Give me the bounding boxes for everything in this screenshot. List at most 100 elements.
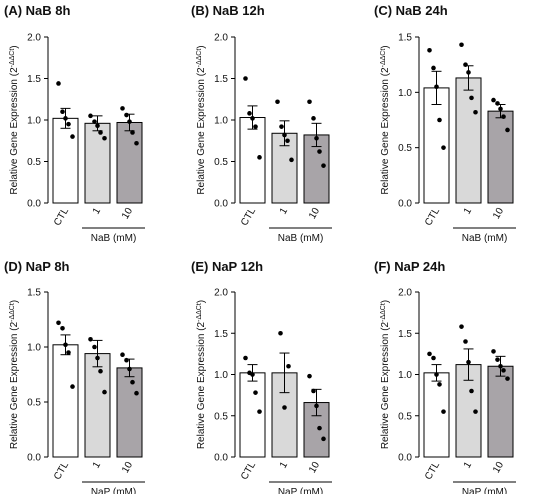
error-bar	[279, 352, 290, 394]
data-point	[92, 344, 97, 350]
y-axis-label: Relative Gene Expression (2-ΔΔCt)	[196, 45, 208, 194]
x-tick-label: 1	[462, 460, 475, 471]
x-tick-label: 10	[491, 460, 506, 476]
y-tick-label: 1.5	[27, 74, 41, 85]
bar-CTL	[52, 344, 79, 458]
data-point	[473, 109, 478, 115]
chart-title: (F) NaP 24h	[374, 259, 445, 274]
y-tick-label: 0.5	[214, 411, 228, 422]
group-label: NaP (mM)	[91, 487, 136, 494]
chart-title: (E) NaP 12h	[191, 259, 263, 274]
data-point	[278, 330, 283, 336]
data-point	[431, 65, 436, 71]
data-point	[120, 352, 125, 358]
y-axis-label: Relative Gene Expression (2-ΔΔCt)	[9, 300, 21, 449]
y-tick-label: 1.0	[27, 116, 41, 127]
data-point	[253, 124, 258, 129]
x-tick-label: CTL	[239, 206, 258, 228]
chart-panel-3: (C) NaB 24h Relative Gene Expression (2-Δ…	[374, 3, 516, 244]
data-point	[307, 99, 312, 105]
data-point	[495, 357, 500, 362]
data-point	[466, 359, 471, 365]
y-tick-label: 0.5	[214, 157, 228, 168]
y-tick-label: 2.0	[214, 33, 228, 44]
bar-1	[84, 122, 111, 204]
y-tick-label: 1.5	[27, 288, 41, 299]
data-point	[63, 342, 68, 348]
chart-title: (B) NaB 12h	[191, 3, 265, 18]
x-tick-label: 10	[307, 460, 322, 476]
x-tick-label: CTL	[52, 206, 71, 228]
data-point	[250, 116, 255, 121]
data-point	[127, 119, 132, 124]
data-point	[102, 389, 107, 395]
data-point	[257, 155, 262, 160]
group-label: NaB (mM)	[278, 233, 324, 244]
data-point	[130, 130, 135, 135]
group-label: NaB (mM)	[462, 233, 508, 244]
x-tick-label: CTL	[423, 206, 442, 228]
x-tick-label: 1	[91, 460, 104, 471]
data-point	[60, 109, 65, 114]
bar-10	[487, 110, 514, 204]
data-point	[311, 116, 316, 121]
y-tick-label: 2.0	[27, 33, 41, 44]
group-label: NaP (mM)	[462, 487, 507, 494]
y-tick-label: 0.0	[398, 199, 412, 210]
y-tick-label: 0.0	[398, 453, 412, 464]
data-point	[56, 320, 61, 326]
bar-1	[455, 77, 482, 204]
data-point	[70, 384, 75, 389]
data-point	[317, 149, 322, 154]
x-tick-label: 10	[120, 206, 135, 222]
bar-CTL	[239, 117, 266, 204]
chart-title: (A) NaB 8h	[4, 3, 71, 18]
data-point	[314, 403, 319, 409]
x-tick-label: 10	[491, 206, 506, 222]
y-tick-label: 1.5	[398, 329, 412, 340]
data-point	[501, 114, 506, 119]
data-point	[463, 339, 468, 344]
data-point	[321, 163, 326, 168]
y-tick-label: 2.0	[214, 288, 228, 299]
data-point	[120, 106, 125, 111]
y-axis-label: Relative Gene Expression (2-ΔΔCt)	[196, 300, 208, 449]
data-point	[243, 355, 248, 361]
y-axis-label: Relative Gene Expression (2-ΔΔCt)	[380, 45, 392, 194]
data-point	[286, 363, 291, 369]
y-tick-label: 0.0	[214, 199, 228, 210]
data-point	[243, 76, 248, 81]
data-point	[431, 355, 436, 361]
bar-1	[84, 353, 111, 458]
data-point	[491, 349, 496, 354]
data-point	[437, 117, 442, 123]
data-point	[88, 113, 93, 119]
chart-panel-2: (B) NaB 12h Relative Gene Expression (2-Δ…	[191, 3, 332, 244]
data-point	[501, 368, 506, 373]
data-point	[279, 124, 284, 129]
chart-title: (C) NaB 24h	[374, 3, 448, 18]
error-bar	[311, 122, 322, 148]
data-point	[134, 390, 139, 396]
y-tick-label: 0.5	[398, 411, 412, 422]
group-label: NaB (mM)	[91, 233, 137, 244]
x-tick-label: CTL	[52, 460, 71, 482]
chart-panel-1: (A) NaB 8h Relative Gene Expression (2-ΔΔ…	[4, 3, 145, 244]
data-point	[321, 436, 326, 442]
data-point	[98, 130, 103, 135]
data-point	[247, 111, 252, 116]
data-point	[427, 47, 432, 53]
y-tick-label: 2.0	[398, 288, 412, 299]
bar-10	[487, 365, 514, 458]
bar-CTL	[239, 372, 266, 458]
y-tick-label: 1.0	[398, 88, 412, 99]
data-point	[66, 350, 71, 355]
y-tick-label: 0.5	[398, 143, 412, 154]
data-point	[473, 409, 478, 414]
data-point	[102, 135, 107, 141]
data-point	[124, 112, 129, 118]
data-point	[434, 84, 439, 90]
data-point	[466, 70, 471, 75]
chart-panel-4: (D) NaP 8h Relative Gene Expression (2-ΔΔ…	[4, 259, 145, 494]
